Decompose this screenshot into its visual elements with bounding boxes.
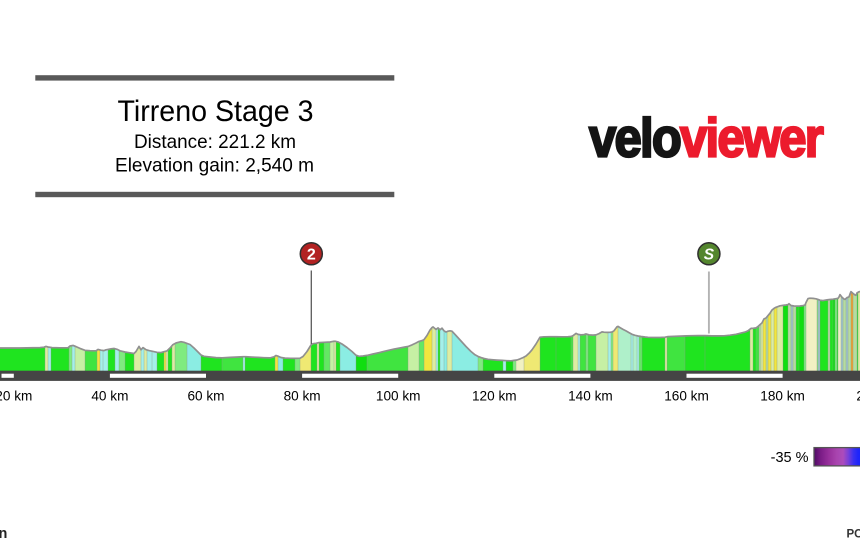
svg-text:POW: POW <box>847 529 860 541</box>
svg-text:2: 2 <box>307 247 316 264</box>
svg-text:20 km: 20 km <box>0 389 32 404</box>
svg-text:Elevation gain: 2,540 m: Elevation gain: 2,540 m <box>115 155 314 177</box>
svg-text:80 km: 80 km <box>284 389 321 404</box>
svg-text:160 km: 160 km <box>664 389 709 404</box>
svg-text:n: n <box>0 526 7 542</box>
svg-text:60 km: 60 km <box>187 389 224 404</box>
svg-text:180 km: 180 km <box>760 389 805 404</box>
svg-text:120 km: 120 km <box>472 389 517 404</box>
svg-text:Distance: 221.2 km: Distance: 221.2 km <box>134 131 296 153</box>
svg-text:velo: velo <box>589 106 680 168</box>
svg-text:100 km: 100 km <box>376 389 421 404</box>
svg-text:S: S <box>704 246 715 263</box>
svg-text:140 km: 140 km <box>568 389 613 404</box>
svg-text:40 km: 40 km <box>91 389 128 404</box>
svg-text:Tirreno Stage 3: Tirreno Stage 3 <box>118 95 314 128</box>
svg-text:-35 %: -35 % <box>771 450 809 466</box>
svg-text:viewer: viewer <box>680 106 823 168</box>
svg-text:200 km: 200 km <box>856 389 860 404</box>
